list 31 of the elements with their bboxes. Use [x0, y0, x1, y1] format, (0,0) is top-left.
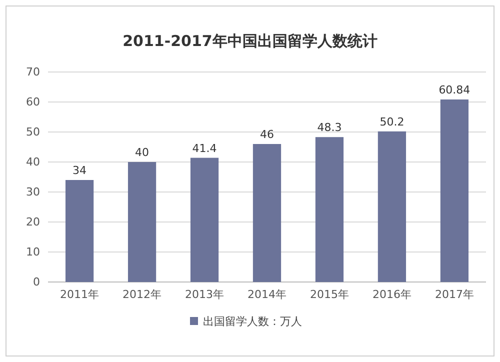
- y-tick-label: 0: [33, 276, 40, 289]
- chart-title: 2011-2017年中国出国留学人数统计: [122, 32, 378, 50]
- data-label: 50.2: [380, 115, 404, 128]
- data-label: 41.4: [192, 142, 217, 155]
- y-tick-label: 60: [26, 96, 40, 109]
- legend-label: 出国留学人数：万人: [203, 315, 302, 328]
- y-tick-label: 10: [26, 246, 40, 259]
- bar: [65, 180, 94, 282]
- data-label: 46: [260, 128, 274, 141]
- bar: [315, 137, 344, 282]
- x-tick-label: 2017年: [434, 288, 474, 301]
- bar: [378, 131, 406, 282]
- bar: [190, 158, 219, 282]
- x-tick-label: 2015年: [310, 288, 349, 301]
- x-tick-label: 2012年: [122, 288, 162, 301]
- y-tick-label: 40: [26, 156, 40, 169]
- data-label: 34: [72, 164, 87, 177]
- x-tick-label: 2014年: [248, 288, 286, 301]
- y-tick-label: 30: [26, 186, 40, 199]
- x-tick-label: 2013年: [185, 288, 224, 301]
- bar: [128, 162, 156, 282]
- y-tick-label: 20: [26, 216, 40, 229]
- x-tick-label: 2011年: [60, 288, 100, 301]
- y-tick-label: 50: [26, 126, 40, 139]
- y-tick-label: 70: [26, 66, 40, 79]
- data-label: 40: [135, 146, 150, 159]
- data-label: 60.84: [438, 83, 470, 96]
- x-tick-label: 2016年: [372, 288, 412, 301]
- bar: [440, 99, 469, 282]
- bar: [252, 144, 282, 282]
- data-label: 48.3: [317, 121, 342, 134]
